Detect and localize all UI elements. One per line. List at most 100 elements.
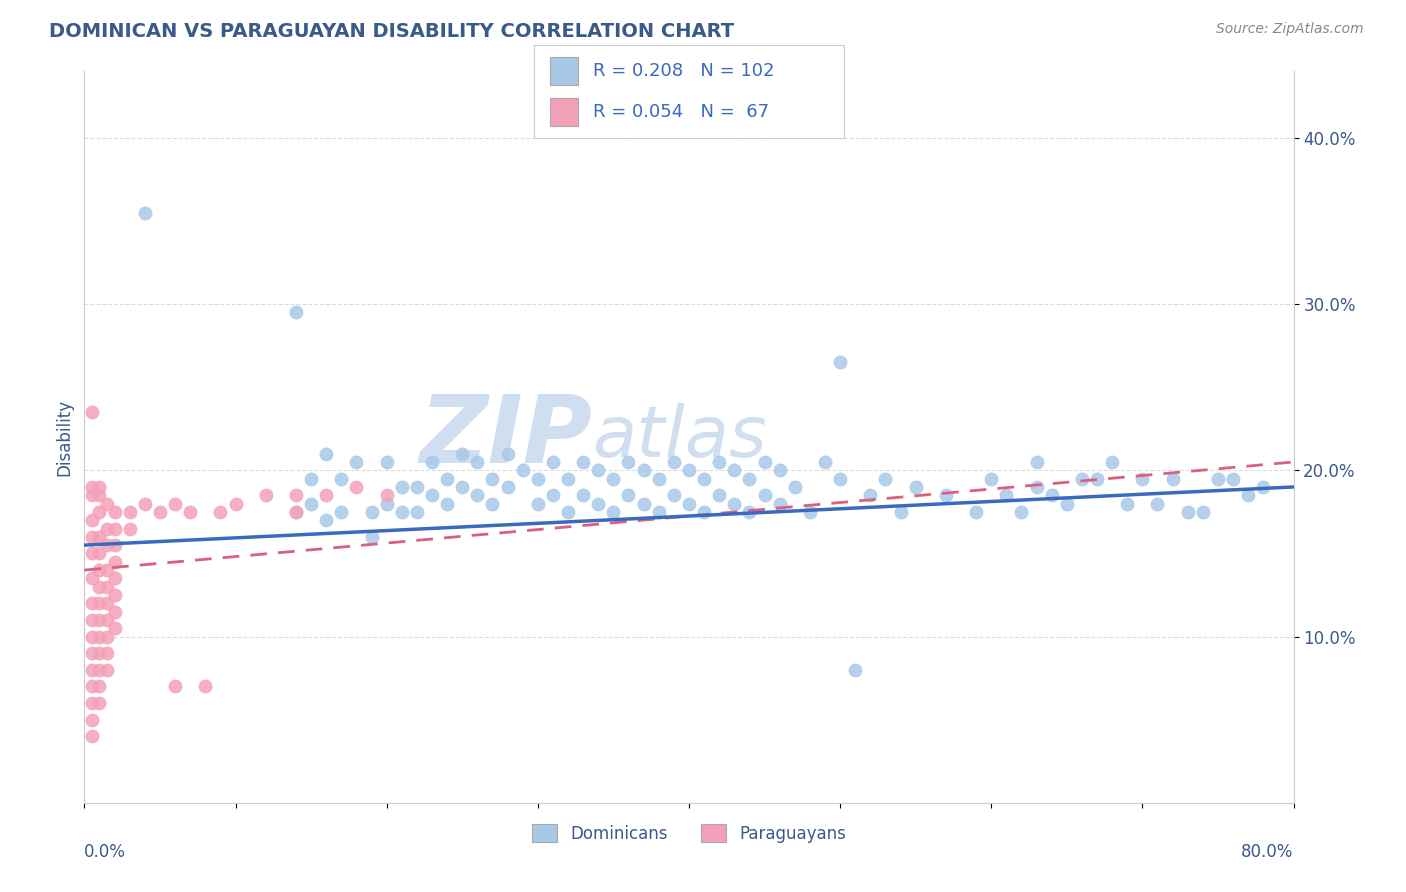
Point [330,505,353,519]
Point [104,538,127,552]
Point [80,713,103,727]
Point [602,505,624,519]
Point [783,480,806,494]
Point [89,505,111,519]
Point [890,505,912,519]
Legend: Dominicans, Paraguayans: Dominicans, Paraguayans [524,818,853,849]
Point [995,488,1018,502]
Point [1116,497,1139,511]
Point [104,555,127,569]
Point [209,505,232,519]
Point [299,472,322,486]
Point [481,497,503,511]
Point [1192,505,1215,519]
Point [1146,497,1168,511]
Point [391,505,413,519]
Point [844,663,866,677]
Point [104,521,127,535]
Point [420,455,443,469]
Point [814,455,837,469]
Point [89,630,111,644]
Point [89,546,111,560]
Text: DOMINICAN VS PARAGUAYAN DISABILITY CORRELATION CHART: DOMINICAN VS PARAGUAYAN DISABILITY CORRE… [49,22,734,41]
Point [1071,472,1094,486]
Point [299,497,322,511]
Point [96,521,118,535]
Point [1085,472,1108,486]
Point [80,546,103,560]
Point [572,488,595,502]
Point [104,505,127,519]
Point [285,488,308,502]
Point [89,488,111,502]
Point [315,488,337,502]
Point [1222,472,1244,486]
Point [1177,505,1199,519]
Point [80,530,103,544]
Point [315,447,337,461]
Point [96,613,118,627]
Point [104,605,127,619]
Point [693,472,716,486]
Point [557,505,579,519]
Point [859,488,882,502]
Point [96,580,118,594]
Text: R = 0.208   N = 102: R = 0.208 N = 102 [593,62,775,79]
Point [96,563,118,577]
Point [723,463,745,477]
Point [935,488,957,502]
Point [769,463,792,477]
Point [80,729,103,743]
Text: 0.0%: 0.0% [84,843,127,861]
Point [104,588,127,602]
Point [80,613,103,627]
Point [346,480,368,494]
Point [80,405,103,419]
Point [633,497,655,511]
Point [360,530,382,544]
Point [527,472,550,486]
Point [89,613,111,627]
Point [194,680,217,694]
Point [799,505,821,519]
Point [80,630,103,644]
Point [315,513,337,527]
Point [89,480,111,494]
Point [104,571,127,585]
Point [965,505,987,519]
Point [80,696,103,710]
Point [134,205,156,219]
Point [134,497,156,511]
Point [375,497,398,511]
Point [96,663,118,677]
Point [980,472,1002,486]
Point [754,455,776,469]
Point [648,472,671,486]
Point [1206,472,1229,486]
Y-axis label: Disability: Disability [55,399,73,475]
Point [738,472,761,486]
Point [754,488,776,502]
Point [904,480,927,494]
Point [467,488,489,502]
Point [96,538,118,552]
Point [723,497,745,511]
Point [1056,497,1078,511]
Point [678,497,700,511]
Point [96,646,118,660]
Point [451,447,474,461]
Point [588,497,610,511]
Point [1130,472,1153,486]
Point [769,497,792,511]
Point [648,505,671,519]
Point [436,497,458,511]
Point [80,571,103,585]
Point [1101,455,1123,469]
Point [830,355,852,369]
Point [165,497,187,511]
Point [1025,480,1047,494]
Point [1237,488,1260,502]
Point [541,455,564,469]
Point [662,455,685,469]
Point [1161,472,1184,486]
